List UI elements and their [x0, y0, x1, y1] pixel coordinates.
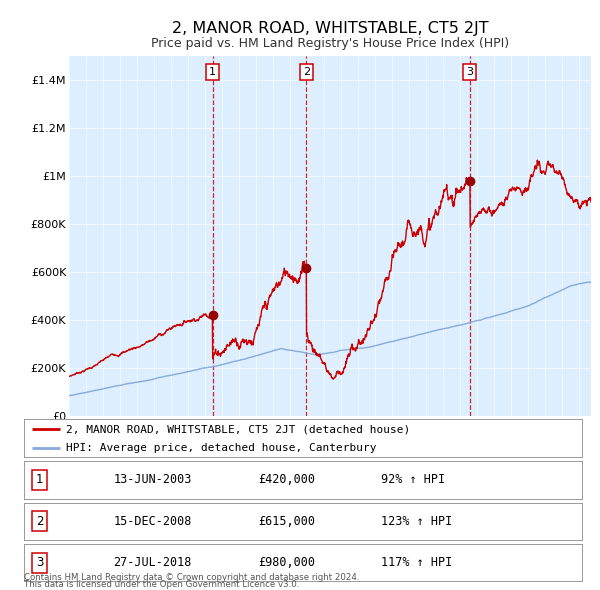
- Text: 13-JUN-2003: 13-JUN-2003: [113, 473, 191, 487]
- Text: 15-DEC-2008: 15-DEC-2008: [113, 514, 191, 528]
- Text: HPI: Average price, detached house, Canterbury: HPI: Average price, detached house, Cant…: [66, 442, 376, 453]
- Text: 2, MANOR ROAD, WHITSTABLE, CT5 2JT: 2, MANOR ROAD, WHITSTABLE, CT5 2JT: [172, 21, 488, 35]
- Text: 27-JUL-2018: 27-JUL-2018: [113, 556, 191, 569]
- Text: 117% ↑ HPI: 117% ↑ HPI: [381, 556, 452, 569]
- Text: £420,000: £420,000: [259, 473, 316, 487]
- Text: 1: 1: [36, 473, 43, 487]
- Text: This data is licensed under the Open Government Licence v3.0.: This data is licensed under the Open Gov…: [24, 580, 299, 589]
- Text: 3: 3: [36, 556, 43, 569]
- Text: £615,000: £615,000: [259, 514, 316, 528]
- Text: 1: 1: [209, 67, 216, 77]
- Text: £980,000: £980,000: [259, 556, 316, 569]
- Text: 2, MANOR ROAD, WHITSTABLE, CT5 2JT (detached house): 2, MANOR ROAD, WHITSTABLE, CT5 2JT (deta…: [66, 424, 410, 434]
- Text: 2: 2: [303, 67, 310, 77]
- Text: Contains HM Land Registry data © Crown copyright and database right 2024.: Contains HM Land Registry data © Crown c…: [24, 573, 359, 582]
- Text: 92% ↑ HPI: 92% ↑ HPI: [381, 473, 445, 487]
- Text: Price paid vs. HM Land Registry's House Price Index (HPI): Price paid vs. HM Land Registry's House …: [151, 37, 509, 50]
- Text: 3: 3: [466, 67, 473, 77]
- Text: 2: 2: [36, 514, 43, 528]
- Text: 123% ↑ HPI: 123% ↑ HPI: [381, 514, 452, 528]
